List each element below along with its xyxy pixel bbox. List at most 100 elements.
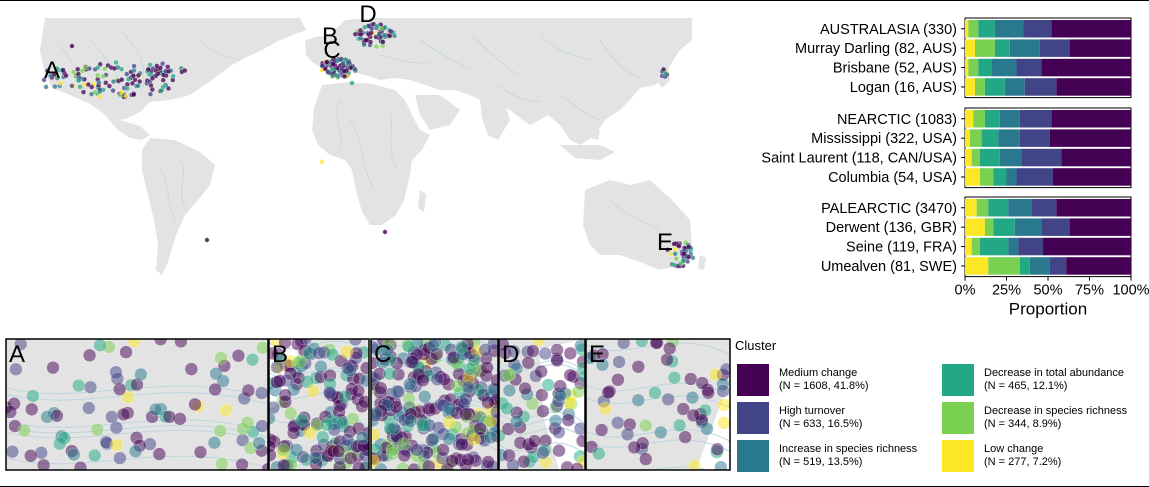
bar-segment — [979, 168, 994, 186]
inset-site-point — [480, 360, 494, 375]
site-point — [89, 91, 95, 97]
inset-label: A — [9, 341, 25, 368]
inset-site-point — [277, 458, 291, 470]
site-point — [661, 66, 667, 72]
site-point — [69, 83, 75, 89]
site-point — [662, 71, 668, 77]
inset-site-point — [436, 443, 450, 457]
bar-segment — [981, 129, 999, 147]
bar-row-label: Derwent (136, GBR) — [826, 220, 957, 236]
inset-site-point — [40, 410, 54, 424]
site-point — [330, 61, 336, 67]
site-point — [676, 243, 682, 249]
inset-site-point — [571, 384, 585, 399]
inset-site-point — [283, 406, 298, 421]
inset-site-point — [521, 356, 536, 370]
region-labels: A BCD E — [44, 1, 673, 256]
inset-site-point — [314, 359, 328, 374]
legend-label-count: (N = 465, 12.1%) — [984, 380, 1068, 392]
inset-site-point — [71, 378, 86, 393]
site-point — [135, 83, 141, 89]
site-point — [118, 66, 125, 72]
site-point — [182, 68, 188, 74]
inset-site-point — [518, 381, 532, 396]
inset-site-point — [319, 417, 334, 432]
inset-site-point — [402, 377, 417, 391]
inset-site-point — [552, 425, 566, 440]
bar-segment — [1008, 237, 1019, 256]
inset-site-point — [570, 462, 585, 470]
inset-site-point — [405, 355, 420, 369]
legend-label: Decrease in total abundance (N = 465, 12.… — [984, 367, 1124, 393]
site-point — [103, 80, 109, 86]
site-point — [130, 73, 136, 79]
site-point — [110, 79, 117, 85]
inset-river — [6, 419, 268, 432]
bar-row-label: Columbia (54, USA) — [828, 170, 957, 186]
inset-site-point — [700, 422, 714, 436]
inset-site-point — [6, 405, 18, 419]
legend-label: Decrease in species richness (N = 344, 8.… — [984, 405, 1127, 431]
stacked-bar-chart: AUSTRALASIA (330) Murray Darling (82, AUS… — [761, 17, 1149, 319]
bar-segment — [1041, 58, 1131, 77]
inset-site-point — [661, 392, 675, 407]
legend-title: Cluster — [735, 338, 777, 353]
inset-maps: A B C D E — [5, 338, 731, 471]
inset-site-point — [708, 367, 723, 382]
site-points — [41, 21, 696, 269]
inset-site-point — [174, 339, 188, 349]
inset-site-point — [639, 418, 653, 433]
site-point — [113, 59, 119, 66]
bar-segment — [1061, 148, 1131, 167]
site-point — [147, 62, 153, 68]
bar-segment — [1023, 20, 1052, 38]
bar-segment — [1014, 218, 1042, 236]
legend-swatch — [942, 402, 974, 434]
legend-label-name: Increase in species richness — [779, 443, 918, 455]
inset-site-point — [717, 416, 730, 430]
inset-site-point — [380, 343, 394, 357]
inset-site-point — [563, 346, 578, 361]
inset-site-point — [270, 360, 284, 374]
inset-site-point — [355, 430, 369, 445]
bar-segment — [1052, 168, 1131, 186]
bar-row-label: Seine (119, FRA) — [846, 240, 957, 256]
site-point — [346, 60, 352, 66]
bar-segment — [1066, 257, 1131, 275]
legend-label-count: (N = 1608, 41.8%) — [779, 380, 869, 392]
inset-site-point — [240, 415, 255, 430]
inset-site-point — [148, 402, 163, 417]
bar-segment — [969, 129, 982, 147]
inset-site-point — [454, 340, 469, 354]
inset-site-point — [478, 343, 492, 357]
legend-label: Medium change (N = 1608, 41.8%) — [779, 367, 869, 393]
site-point — [155, 71, 161, 77]
bar-row-label: Saint Laurent (118, CAN/USA) — [761, 151, 957, 167]
inset-site-point — [36, 458, 51, 470]
site-point — [686, 254, 692, 260]
site-point — [334, 65, 340, 71]
inset-site-point — [371, 340, 379, 354]
site-point — [374, 23, 380, 29]
inset-site-point — [188, 397, 202, 412]
site-point — [329, 66, 335, 72]
bar-segment — [993, 218, 1015, 236]
inset-site-point — [323, 386, 337, 401]
site-point — [75, 66, 81, 72]
bar-segment — [1051, 110, 1131, 128]
inset-site-point — [455, 437, 469, 452]
site-point — [86, 66, 92, 72]
inset-site-point — [269, 346, 280, 361]
inset-site-point — [416, 373, 430, 388]
site-point — [204, 237, 210, 243]
site-point — [671, 262, 677, 268]
inset-site-point — [553, 388, 568, 403]
bar-segment — [1004, 78, 1025, 96]
site-point — [380, 39, 386, 45]
legend-label-count: (N = 519, 13.5%) — [779, 456, 863, 468]
inset-site-point — [463, 362, 477, 376]
site-point — [363, 37, 369, 43]
bar-segment — [999, 148, 1022, 167]
inset-site-point — [113, 451, 127, 465]
inset-site-point — [358, 395, 369, 409]
